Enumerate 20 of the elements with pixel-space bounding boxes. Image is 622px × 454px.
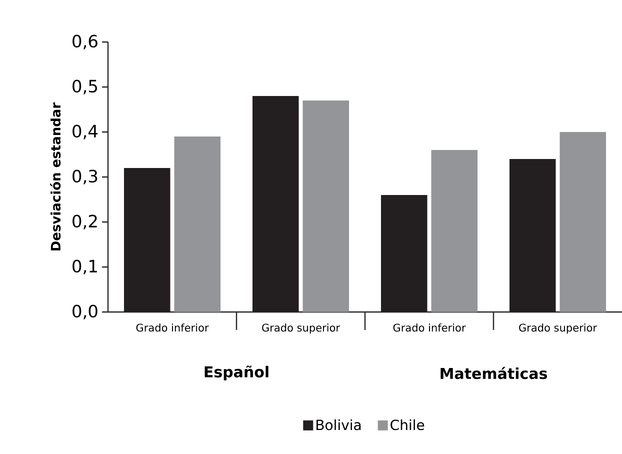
y-tick-label: 0,5 bbox=[72, 80, 97, 94]
text: Matemáticas bbox=[440, 366, 548, 380]
bar bbox=[431, 150, 478, 312]
x-tick-label: Grado superior bbox=[519, 324, 598, 334]
y-tick-label: 0,1 bbox=[72, 260, 97, 274]
bar bbox=[302, 100, 350, 312]
y-tick-label: 0,6 bbox=[72, 34, 98, 50]
y-tick-label: 0,3 bbox=[72, 170, 98, 184]
legend-label: Chile bbox=[390, 419, 424, 430]
bar bbox=[174, 136, 221, 312]
legend-label: Bolivia bbox=[316, 419, 361, 430]
y-axis-title: Desviación estandar bbox=[50, 102, 61, 250]
y-tick-label: 0,0 bbox=[72, 304, 98, 320]
x-tick-label: Grado superior bbox=[262, 324, 340, 334]
bar bbox=[560, 132, 606, 312]
text: Español bbox=[204, 366, 268, 380]
y-tick-label: 0,4 bbox=[72, 124, 98, 140]
x-tick-label: Grado inferior bbox=[136, 324, 209, 332]
y-tick-label: 0,2 bbox=[72, 214, 97, 230]
x-tick-label: Grado inferior bbox=[393, 324, 466, 332]
